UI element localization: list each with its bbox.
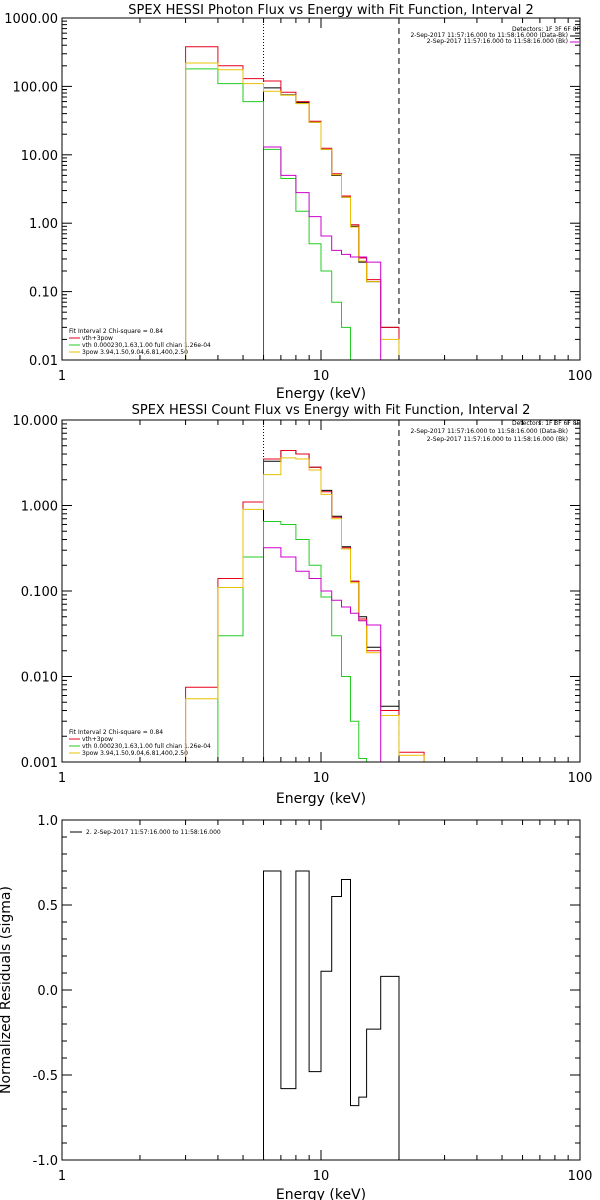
legend-bottom-line: vth+3pow [82,335,113,342]
y-tick-label: 1.000 [21,500,58,515]
x-axis-label: Energy (keV) [276,791,366,807]
series-line [263,146,382,360]
x-tick-label: 1 [58,771,66,786]
series-line [185,46,425,360]
series-line [217,521,368,762]
x-tick-label: 100 [568,771,593,786]
series-line [263,547,382,762]
x-axis-label: Energy (keV) [276,1187,366,1200]
x-tick-label: 1 [58,369,66,384]
y-tick-label: 0.010 [21,671,58,686]
panel-title: SPEX HESSI Photon Flux vs Energy with Fi… [128,3,534,18]
series-line [185,68,360,360]
x-tick-label: 10 [313,369,330,384]
y-tick-label: 0.5 [37,899,58,914]
y-tick-label: 0.100 [21,585,58,600]
x-tick-label: 10 [313,771,330,786]
legend-top-line: 2-Sep-2017 11:57:16.000 to 11:58:16.000 … [427,436,568,443]
series-line [185,450,425,762]
y-tick-label: 10.00 [21,149,58,164]
x-axis-label: Energy (keV) [276,386,366,402]
legend-line: 2. 2-Sep-2017 11:57:16.000 to 11:58:16.0… [86,829,221,836]
photon-flux-panel: SPEX HESSI Photon Flux vs Energy with Fi… [4,3,592,402]
legend-bottom-line: 3pow 3.94,1.50,9.04,6.81,400,2.50 [82,349,188,356]
x-tick-label: 100 [568,1169,593,1184]
y-tick-label: -1.0 [33,1154,58,1169]
series-line [185,457,425,762]
legend-top-line: Detectors: 1F 3F 6F 8F [512,26,581,33]
y-tick-label: 1.0 [37,814,58,829]
legend-top-line: 2-Sep-2017 11:57:16.000 to 11:58:16.000 … [410,428,568,435]
y-tick-label: 1.00 [29,217,58,232]
y-tick-label: 1000.00 [4,12,58,27]
y-tick-label: 10.000 [13,414,59,429]
series-line [263,870,400,1160]
x-tick-label: 100 [568,369,593,384]
legend-top-line: 2-Sep-2017 11:57:16.000 to 11:58:16.000 … [427,38,568,45]
legend-top-line: Detectors: 1F 3F 6F 8F [512,420,581,427]
y-axis-label: Normalized Residuals (sigma) [0,886,14,1094]
residuals-panel: Energy (keV) Normalized Residuals (sigma… [0,814,592,1200]
y-tick-label: 0.0 [37,984,58,999]
legend-bottom-line: vth 0.000230,1.63,1.00 full chian 1.26e-… [82,342,211,349]
y-tick-label: 100.00 [13,80,59,95]
legend-bottom-line: vth 0.000230,1.63,1.00 full chian 1.26e-… [82,743,211,750]
y-tick-label: 0.10 [29,286,58,301]
legend-bottom-line: Fit Interval 2 Chi-square = 0.84 [69,328,163,335]
y-tick-label: 0.01 [29,354,58,369]
y-tick-label: 0.001 [21,756,58,771]
count-flux-panel: SPEX HESSI Count Flux vs Energy with Fit… [13,35,593,807]
x-tick-label: 1 [58,1169,66,1184]
legend-bottom-line: Fit Interval 2 Chi-square = 0.84 [69,729,163,736]
series-line [185,62,425,360]
panel-title: SPEX HESSI Count Flux vs Energy with Fit… [132,403,531,418]
y-tick-label: -0.5 [33,1069,58,1084]
legend-top-line: 2-Sep-2017 11:57:16.000 to 11:58:16.000 … [410,32,568,39]
x-tick-label: 10 [313,1169,330,1184]
legend-bottom-line: 3pow 3.94,1.50,9.04,6.81,400,2.50 [82,750,188,757]
legend-bottom-line: vth+3pow [82,736,113,743]
